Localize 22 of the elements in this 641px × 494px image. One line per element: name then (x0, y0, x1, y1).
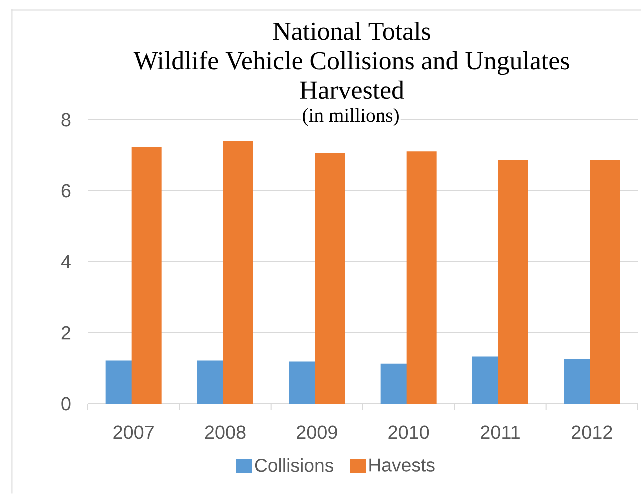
bar (498, 160, 528, 404)
y-tick-label: 4 (61, 255, 71, 269)
y-tick-label: 8 (62, 113, 71, 127)
chart-subtitle: Wildlife Vehicle Collisions and Ungulates Harvested (134, 51, 570, 100)
x-tick-label: 2007 (114, 426, 154, 440)
bar (132, 146, 162, 404)
y-tick-label: 2 (62, 326, 71, 340)
annotation: (in millions) (303, 108, 399, 126)
x-tick-label: 2012 (572, 426, 612, 440)
y-tick-label: 0 (62, 397, 71, 411)
bar (315, 153, 346, 404)
x-tick-label: 2010 (388, 426, 430, 440)
chart-title: National Totals (273, 22, 430, 40)
x-tick-label: 2009 (297, 426, 338, 440)
x-tick-label: 2011 (481, 426, 520, 440)
bar (224, 141, 254, 404)
legend-label: Havests (370, 458, 435, 472)
bar (406, 152, 437, 404)
y-tick-label: 6 (62, 184, 71, 198)
bar (590, 160, 620, 404)
legend-label: Collisions (255, 458, 334, 472)
x-tick-label: 2008 (205, 426, 246, 440)
